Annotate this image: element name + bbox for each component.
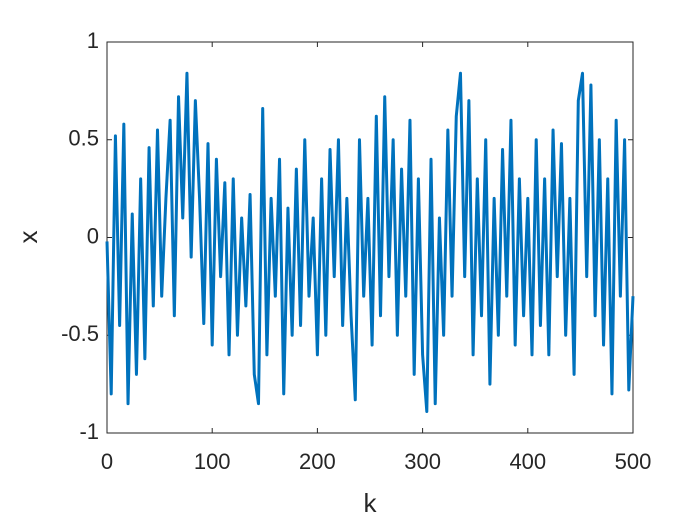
x-axis-label: k	[364, 488, 378, 518]
data-line	[105, 71, 635, 413]
x-tick-label: 300	[404, 449, 441, 474]
x-tick-label: 0	[101, 449, 113, 474]
x-tick-label: 400	[509, 449, 546, 474]
y-axis-label: x	[13, 231, 43, 244]
x-tick-label: 200	[299, 449, 336, 474]
x-tick-label: 100	[194, 449, 231, 474]
y-tick-label: -1	[79, 419, 99, 444]
y-tick-label: -0.5	[61, 321, 99, 346]
y-tick-label: 0.5	[68, 126, 99, 151]
y-tick-label: 1	[87, 28, 99, 53]
y-tick-label: 0	[87, 223, 99, 248]
x-tick-label: 500	[615, 449, 652, 474]
